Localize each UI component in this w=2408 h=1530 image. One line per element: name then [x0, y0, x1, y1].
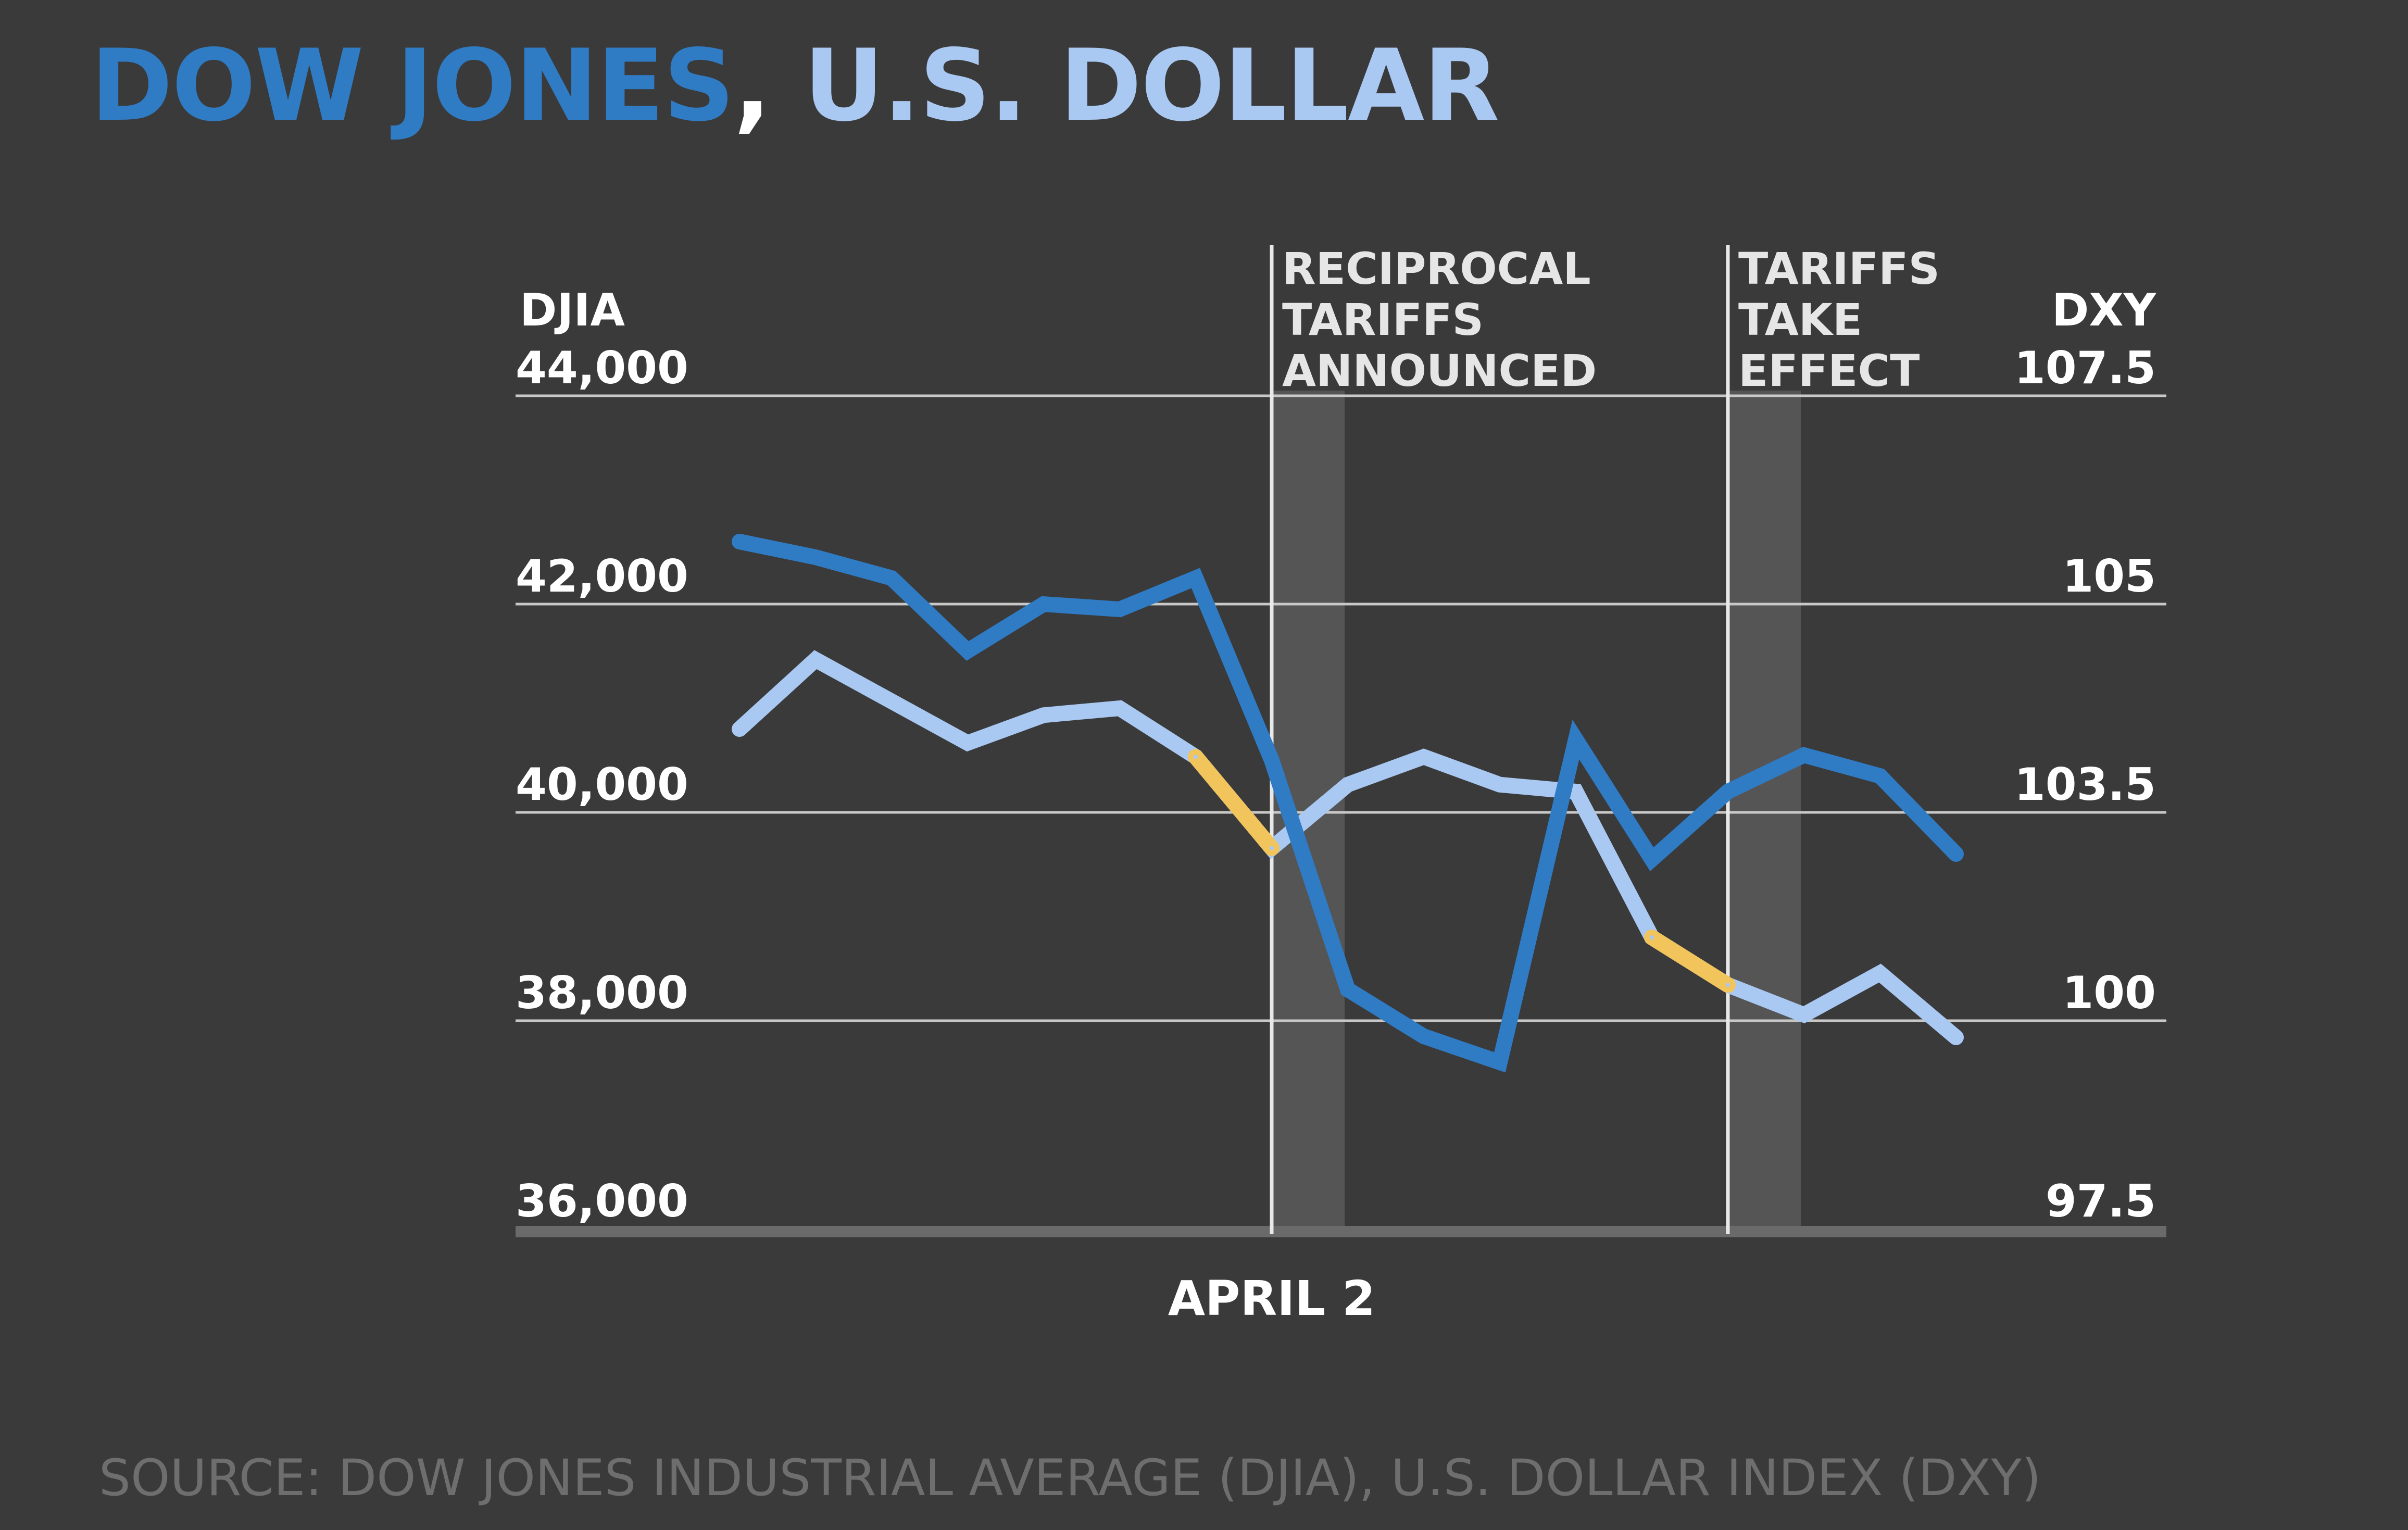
djia-point [1118, 607, 1122, 611]
left-tick-label: 38,000 [516, 967, 688, 1019]
djia-point [1194, 576, 1198, 580]
dxy-point [1422, 755, 1426, 759]
left-tick-label: 36,000 [516, 1175, 688, 1227]
dxy-point [1498, 782, 1502, 787]
event-shade-2 [1728, 391, 1801, 1229]
title-dow-jones: DOW JONES [91, 28, 735, 143]
left-axis-title: DJIA [520, 284, 625, 336]
djia-point [1726, 789, 1730, 794]
event-label-2: EFFECT [1738, 345, 1920, 396]
dxy-point [1574, 789, 1578, 794]
x-axis-baseline [516, 1226, 2166, 1237]
chart-title: DOW JONES, U.S. DOLLAR [91, 36, 1500, 135]
right-axis-title: DXY [2052, 284, 2157, 336]
djia-point [1270, 758, 1274, 762]
event-label-1: RECIPROCAL [1282, 243, 1591, 294]
djia-point [1042, 602, 1046, 606]
djia-point [1346, 987, 1350, 992]
left-tick-label: 44,000 [516, 342, 688, 394]
dxy-point [813, 657, 818, 662]
dxy-point [889, 699, 894, 704]
event-label-2: TARIFFS [1738, 243, 1940, 294]
event-label-1: TARIFFS [1282, 294, 1484, 345]
djia-point [889, 576, 894, 580]
dxy-point [1118, 706, 1122, 710]
djia-point [813, 555, 818, 559]
dxy-point [1194, 755, 1198, 759]
dxy-point [1954, 1035, 1958, 1039]
dxy-point [737, 727, 742, 731]
source-note: SOURCE: DOW JONES INDUSTRIAL AVERAGE (DJ… [99, 1449, 2041, 1507]
x-tick-label: APRIL 2 [1168, 1271, 1375, 1326]
dxy-point [965, 741, 970, 745]
event-label-2: TAKE [1738, 294, 1862, 345]
dxy-point [1650, 935, 1654, 939]
right-tick-label: 103.5 [2014, 759, 2156, 811]
event-label-1: ANNOUNCED [1282, 345, 1597, 396]
left-tick-label: 40,000 [516, 759, 688, 811]
djia-point [1574, 737, 1578, 742]
right-tick-label: 100 [2062, 967, 2156, 1019]
dxy-point [1270, 846, 1274, 850]
djia-point [1878, 774, 1882, 778]
right-tick-label: 97.5 [2046, 1175, 2156, 1227]
djia-point [1498, 1060, 1502, 1064]
dxy-point [1878, 971, 1882, 975]
title-us-dollar: U.S. DOLLAR [804, 28, 1499, 143]
djia-point [1802, 753, 1806, 757]
dxy-point [1726, 983, 1730, 987]
dxy-point [1346, 782, 1350, 787]
djia-point [737, 540, 742, 544]
dxy-point [1042, 713, 1046, 718]
right-tick-label: 105 [2062, 550, 2156, 603]
djia-point [1422, 1034, 1426, 1038]
dxy-point [1802, 1012, 1806, 1017]
left-tick-label: 42,000 [516, 550, 688, 603]
djia-point [1954, 852, 1958, 856]
dxy-highlight-segment-1 [1188, 749, 1280, 856]
title-separator: , [733, 28, 804, 143]
djia-point [1650, 857, 1654, 861]
djia-point [965, 649, 970, 653]
dxy-highlight-segment-2 [1644, 930, 1736, 993]
right-tick-label: 107.5 [2014, 342, 2156, 394]
